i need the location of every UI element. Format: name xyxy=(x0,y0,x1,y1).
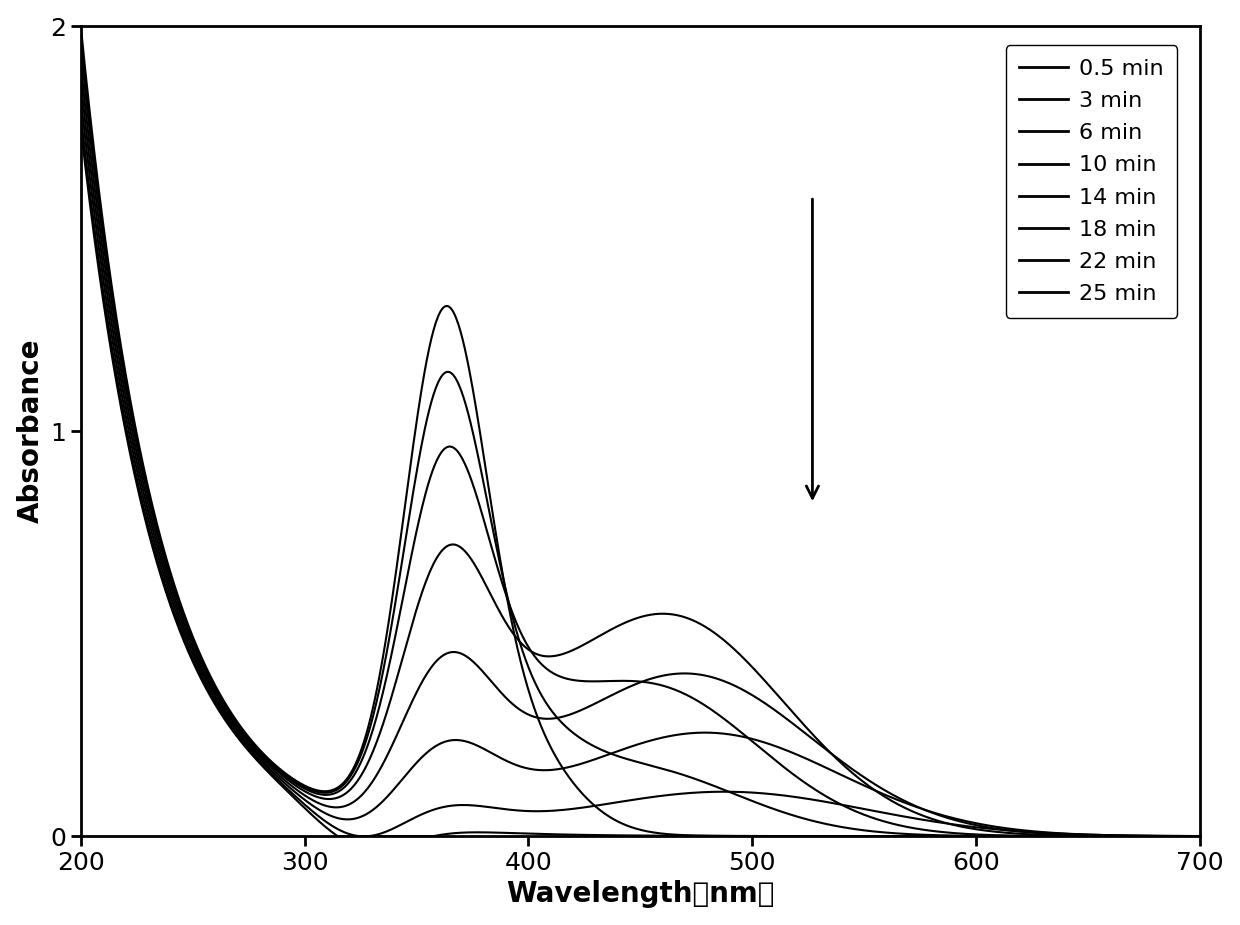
Y-axis label: Absorbance: Absorbance xyxy=(16,339,45,524)
Legend: 0.5 min, 3 min, 6 min, 10 min, 14 min, 18 min, 22 min, 25 min: 0.5 min, 3 min, 6 min, 10 min, 14 min, 1… xyxy=(1006,45,1177,317)
X-axis label: Wavelength（nm）: Wavelength（nm） xyxy=(506,881,774,908)
